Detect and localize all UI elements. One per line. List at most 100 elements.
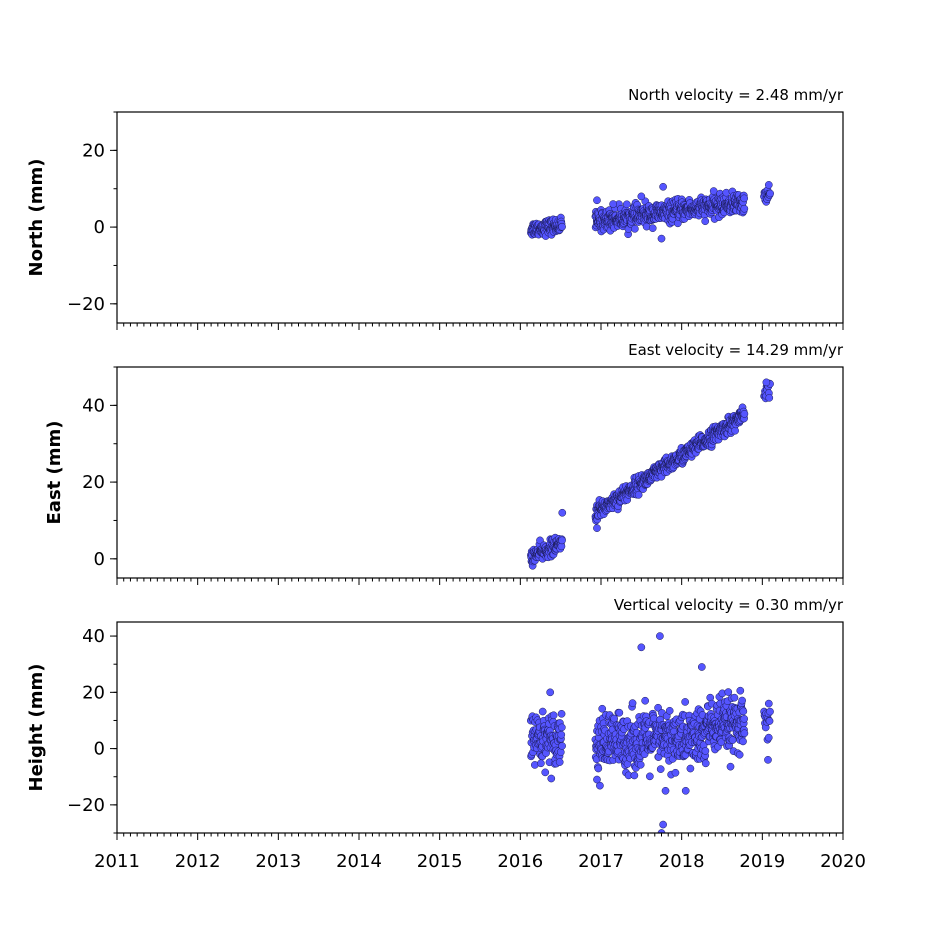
points-1 xyxy=(527,378,774,570)
data-point xyxy=(556,748,565,756)
y-axis-label: East (mm) xyxy=(44,421,65,525)
data-point xyxy=(654,703,662,712)
data-point xyxy=(634,491,643,499)
panel-title: East velocity = 14.29 mm/yr xyxy=(628,341,844,359)
data-point xyxy=(740,729,749,738)
data-point xyxy=(557,709,566,718)
x-tick-label: 2011 xyxy=(94,851,140,872)
data-point-outlier xyxy=(764,756,772,764)
data-point xyxy=(730,693,739,702)
data-point xyxy=(736,686,745,695)
x-tick-label: 2014 xyxy=(336,851,382,872)
data-point xyxy=(596,781,604,790)
panel-0: −20 0 20 North velocity = 2.48 mm/yr North (… xyxy=(26,86,844,330)
y-tick-label: −20 xyxy=(67,294,105,315)
data-point-outlier xyxy=(659,182,667,191)
x-tick-label: 2015 xyxy=(417,851,463,872)
data-point xyxy=(557,723,566,732)
data-point-outlier xyxy=(593,775,601,784)
data-point xyxy=(735,750,744,759)
data-point xyxy=(636,760,645,769)
data-point-outlier xyxy=(637,643,646,652)
data-point-outlier xyxy=(764,181,773,189)
data-point xyxy=(547,774,556,783)
data-point xyxy=(740,714,749,723)
x-tick-label: 2018 xyxy=(659,851,705,872)
y-axis-label: North (mm) xyxy=(26,159,47,277)
data-point xyxy=(717,738,726,746)
data-point xyxy=(724,688,733,696)
data-point xyxy=(709,187,718,195)
panel-1: 0 20 40 East velocity = 14.29 mm/yr East (mm… xyxy=(44,341,844,585)
data-point xyxy=(665,706,674,715)
data-point xyxy=(738,696,746,705)
data-point xyxy=(740,194,749,203)
data-point xyxy=(765,717,774,725)
data-point xyxy=(766,707,774,716)
data-point xyxy=(701,217,710,226)
y-tick-label: 0 xyxy=(94,739,105,760)
data-point xyxy=(648,224,657,233)
data-point xyxy=(686,764,695,773)
data-point xyxy=(740,410,749,418)
data-point xyxy=(739,737,747,746)
data-point-outlier xyxy=(558,508,567,517)
y-tick-label: 0 xyxy=(94,549,105,570)
data-point xyxy=(541,768,550,777)
x-tick-label: 2012 xyxy=(175,851,221,872)
data-point xyxy=(538,707,547,716)
data-point xyxy=(764,733,773,742)
data-point xyxy=(615,708,624,717)
data-point xyxy=(726,762,735,771)
data-point-outlier xyxy=(762,378,771,387)
points-2 xyxy=(526,632,774,833)
data-point-outlier xyxy=(609,200,617,208)
data-point xyxy=(631,224,639,233)
x-tick-label: 2016 xyxy=(497,851,543,872)
y-tick-label: 0 xyxy=(94,217,105,238)
data-point xyxy=(701,747,710,755)
x-tick-label: 2020 xyxy=(820,851,866,872)
data-point xyxy=(630,771,639,780)
plot-frame xyxy=(116,366,844,579)
data-point xyxy=(549,711,558,720)
data-point xyxy=(641,696,650,705)
data-point xyxy=(765,394,774,402)
y-tick-label: 20 xyxy=(82,140,105,161)
y-tick-label: 40 xyxy=(82,626,105,647)
data-point-outlier xyxy=(657,829,666,833)
data-point-outlier xyxy=(659,820,667,829)
data-point xyxy=(739,707,748,716)
data-point xyxy=(628,699,637,707)
data-point xyxy=(598,704,607,713)
data-point-outlier xyxy=(697,663,706,671)
data-point xyxy=(557,730,566,739)
data-point xyxy=(622,200,631,209)
data-point xyxy=(537,759,545,768)
data-point-outlier xyxy=(764,699,773,708)
x-tick-label: 2013 xyxy=(255,851,301,872)
y-tick-label: 40 xyxy=(82,395,105,416)
data-point-outlier xyxy=(637,192,646,201)
points-0 xyxy=(527,181,774,243)
data-point xyxy=(646,772,654,781)
data-point xyxy=(656,765,665,773)
plot-frame xyxy=(116,111,844,324)
data-point xyxy=(558,742,566,750)
data-point-outlier xyxy=(593,524,601,532)
y-axis-label: Height (mm) xyxy=(26,664,47,792)
data-point xyxy=(740,204,749,213)
data-point xyxy=(558,222,566,231)
panel-title: Vertical velocity = 0.30 mm/yr xyxy=(614,596,844,614)
data-point xyxy=(731,426,739,435)
y-tick-label: 20 xyxy=(82,472,105,493)
panel-title: North velocity = 2.48 mm/yr xyxy=(628,86,844,104)
data-point xyxy=(681,698,690,706)
data-point-outlier xyxy=(681,786,690,795)
data-point xyxy=(555,758,564,766)
data-point-outlier xyxy=(656,632,664,640)
data-point-outlier xyxy=(661,786,670,795)
y-tick-label: −20 xyxy=(67,795,105,816)
x-tick-label: 2017 xyxy=(578,851,624,872)
